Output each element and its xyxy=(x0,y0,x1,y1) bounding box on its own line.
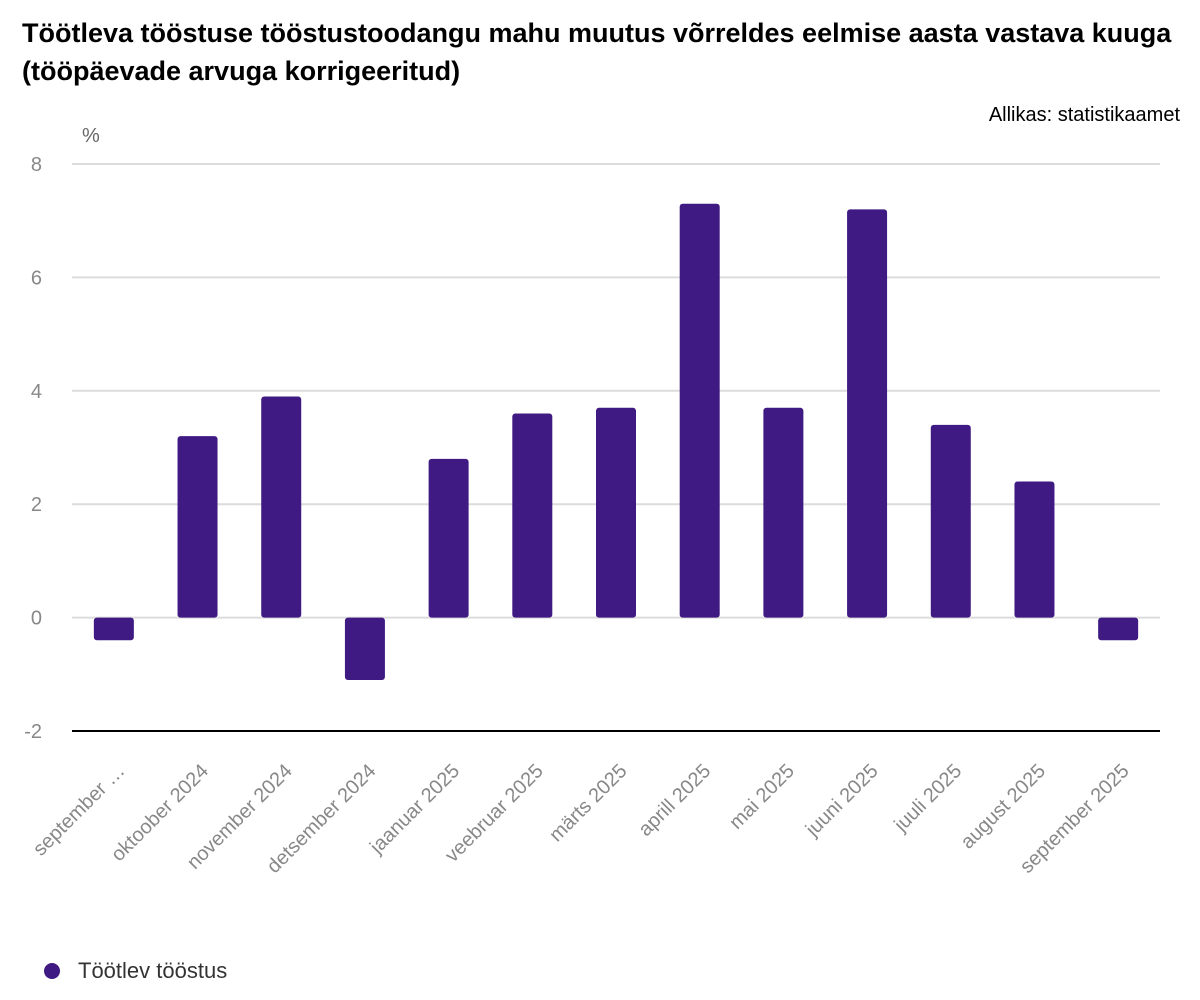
bar xyxy=(428,458,469,618)
chart-title: Töötleva tööstuse tööstustoodangu mahu m… xyxy=(22,18,1172,86)
bar xyxy=(261,396,302,618)
y-tick-label: 4 xyxy=(31,381,42,403)
y-tick-label: -2 xyxy=(24,721,42,743)
bar xyxy=(763,407,804,618)
legend-label: Töötlev tööstus xyxy=(78,958,228,983)
x-tick-label: mai 2025 xyxy=(725,760,799,834)
bar xyxy=(1014,481,1055,618)
legend-marker xyxy=(44,963,60,979)
y-tick-label: 2 xyxy=(31,494,42,516)
bar xyxy=(596,407,636,618)
chart-source: Allikas: statistikaamet xyxy=(988,104,1180,126)
bar xyxy=(93,617,134,641)
x-tick-label: aprill 2025 xyxy=(634,760,715,841)
bar xyxy=(344,617,385,680)
bar xyxy=(930,424,971,618)
bar xyxy=(177,436,218,618)
legend[interactable]: Töötlev tööstus xyxy=(44,958,227,984)
bar xyxy=(512,413,553,618)
x-tick-label: august 2025 xyxy=(957,760,1050,853)
x-tick-label: märts 2025 xyxy=(545,760,631,846)
y-tick-label: 6 xyxy=(31,267,42,289)
x-tick-label: juuli 2025 xyxy=(889,760,966,837)
y-tick-label: 8 xyxy=(31,154,42,176)
bar xyxy=(679,203,720,618)
x-tick-label: juuni 2025 xyxy=(801,760,883,842)
y-axis-label: % xyxy=(82,125,100,147)
bar xyxy=(1098,617,1139,641)
bar xyxy=(847,209,888,618)
y-tick-label: 0 xyxy=(31,608,42,630)
